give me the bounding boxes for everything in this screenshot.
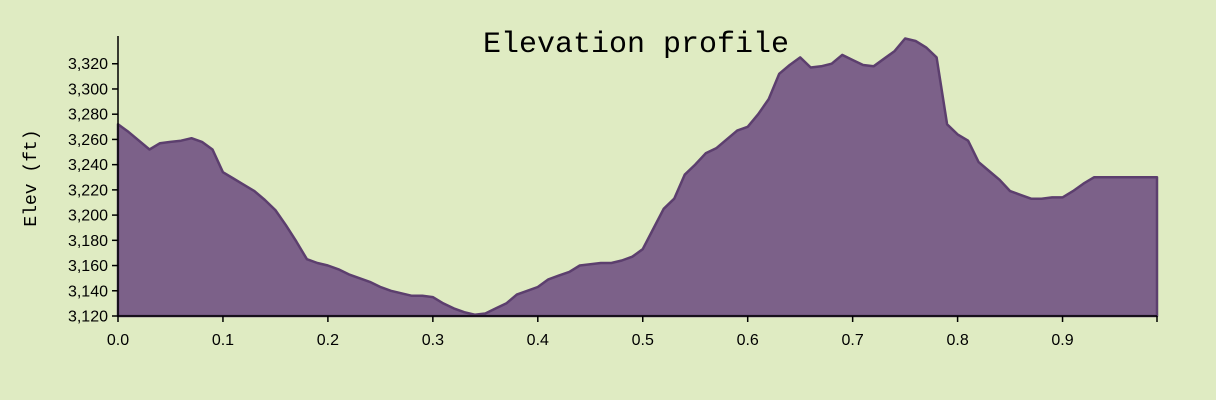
y-tick-label: 3,120	[68, 309, 108, 326]
x-tick-label: 0.6	[737, 332, 759, 349]
y-tick-label: 3,140	[68, 283, 108, 300]
y-tick-label: 3,160	[68, 258, 108, 275]
y-tick-label: 3,280	[68, 107, 108, 124]
y-tick-label: 3,200	[68, 208, 108, 225]
plot-area	[116, 37, 1159, 318]
x-tick-label: 0.4	[527, 332, 549, 349]
y-tick-label: 3,180	[68, 233, 108, 250]
x-tick-label: 0.7	[842, 332, 864, 349]
elevation-area	[116, 37, 1159, 318]
y-tick-label: 3,320	[68, 56, 108, 73]
x-tick-label: 0.1	[212, 332, 234, 349]
x-tick-label: 0.3	[422, 332, 444, 349]
y-tick-label: 3,220	[68, 182, 108, 199]
x-tick-label: 0.9	[1051, 332, 1073, 349]
y-axis: 3,120 3,140 3,160 3,180 3,200 3,220 3,240 3,260…	[68, 36, 119, 326]
y-tick-label: 3,260	[68, 132, 108, 149]
x-tick-label: 0.8	[946, 332, 968, 349]
x-tick-label: 0.0	[107, 332, 129, 349]
y-axis-label: Elev (ft)	[22, 129, 42, 226]
y-tick-label: 3,240	[68, 157, 108, 174]
chart-title: Elevation profile	[483, 28, 789, 62]
y-tick-label: 3,300	[68, 81, 108, 98]
x-tick-label: 0.2	[317, 332, 339, 349]
x-axis: 0.0 0.1 0.2 0.3 0.4 0.5 0.6 0.7 0.8 0.9	[107, 315, 1158, 349]
x-tick-label: 0.5	[632, 332, 654, 349]
